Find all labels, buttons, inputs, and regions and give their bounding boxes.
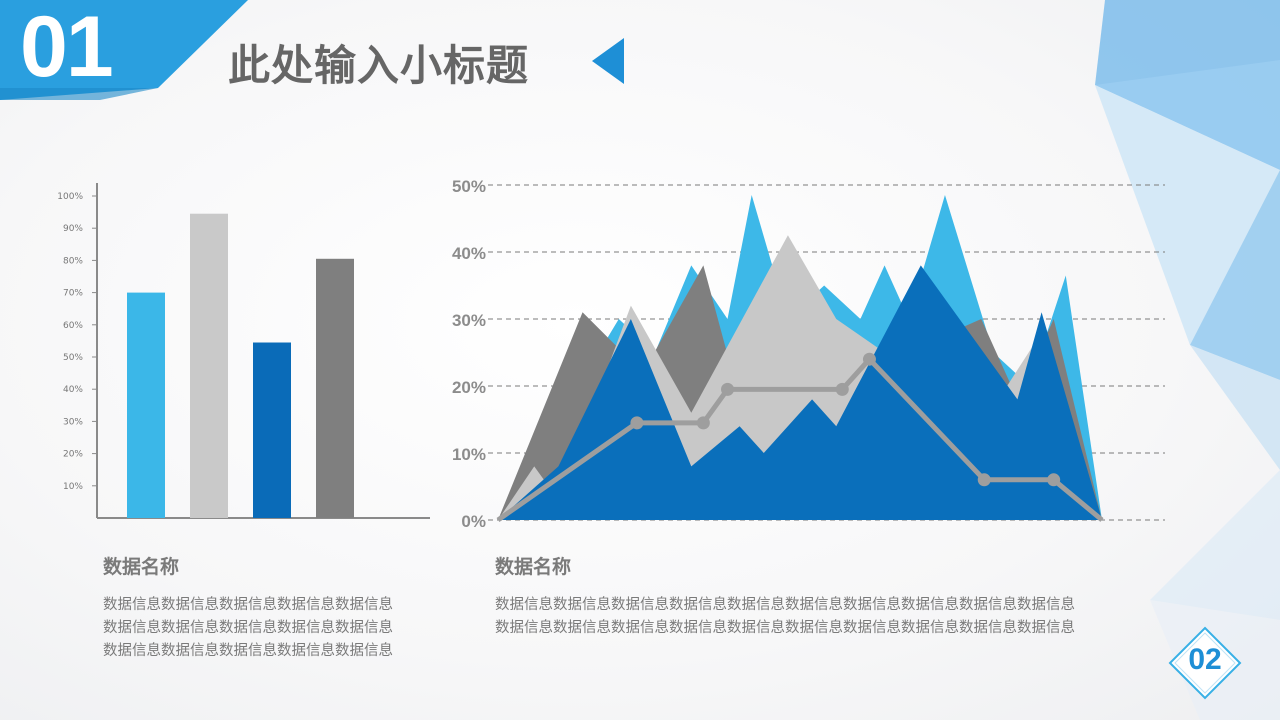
bar	[190, 213, 228, 518]
y-tick-label: 40%	[63, 385, 83, 395]
y-tick-label: 100%	[57, 192, 83, 202]
bar-chart: 10% 20% 30% 40% 50% 60% 70% 80% 90% 100%	[57, 183, 430, 519]
y-tick-label: 10%	[63, 482, 83, 492]
y-tick-label: 10%	[452, 445, 486, 464]
page-title: 此处输入小标题	[228, 41, 530, 90]
area-series	[498, 265, 1102, 520]
line-point	[696, 416, 710, 430]
text-line: 数据信息数据信息数据信息数据信息数据信息	[103, 643, 393, 659]
area-chart: 0% 10% 20% 30% 40% 50%	[452, 177, 1165, 530]
left-caption-text: 数据信息数据信息数据信息数据信息数据信息 数据信息数据信息数据信息数据信息数据信…	[103, 594, 393, 663]
text-line: 数据信息数据信息数据信息数据信息数据信息数据信息数据信息数据信息数据信息数据信息	[495, 620, 1075, 636]
y-tick-label: 30%	[452, 311, 486, 330]
text-line: 数据信息数据信息数据信息数据信息数据信息数据信息数据信息数据信息数据信息数据信息	[495, 597, 1075, 613]
y-tick-label: 30%	[63, 417, 83, 427]
y-tick-label: 60%	[63, 321, 83, 331]
line-point	[835, 382, 849, 396]
slide-number: 01	[20, 0, 114, 95]
poly-shape	[1095, 85, 1280, 345]
y-tick-label: 0%	[461, 512, 486, 530]
page-badge-diamond	[1168, 626, 1242, 700]
y-tick-label: 20%	[63, 450, 83, 460]
y-tick-label: 40%	[452, 244, 486, 263]
bar	[316, 258, 354, 518]
text-line: 数据信息数据信息数据信息数据信息数据信息	[103, 620, 393, 636]
y-tick-label: 20%	[452, 378, 486, 397]
text-line: 数据信息数据信息数据信息数据信息数据信息	[103, 597, 393, 613]
y-tick-label: 70%	[63, 289, 83, 299]
header-banner	[0, 0, 248, 100]
y-tick-label: 80%	[63, 256, 83, 266]
line-point	[630, 416, 644, 430]
header-banner-shade	[0, 88, 158, 100]
poly-shape	[1190, 170, 1280, 380]
right-caption-title: 数据名称	[495, 556, 572, 578]
poly-shape	[1095, 60, 1280, 170]
y-tick-label: 50%	[452, 177, 486, 196]
line-point	[977, 473, 991, 487]
poly-shape	[1190, 345, 1280, 470]
right-caption-text: 数据信息数据信息数据信息数据信息数据信息数据信息数据信息数据信息数据信息数据信息…	[495, 594, 1075, 640]
line-point	[1047, 473, 1061, 487]
page-number: 02	[1188, 643, 1222, 676]
caret-left-icon	[592, 38, 624, 84]
bar	[127, 292, 165, 518]
poly-shape	[1150, 470, 1280, 620]
y-tick-label: 50%	[63, 353, 83, 363]
y-tick-label: 90%	[63, 224, 83, 234]
left-caption-title: 数据名称	[103, 556, 180, 578]
line-point	[721, 382, 735, 396]
bar	[253, 342, 291, 518]
line-point	[862, 352, 876, 366]
